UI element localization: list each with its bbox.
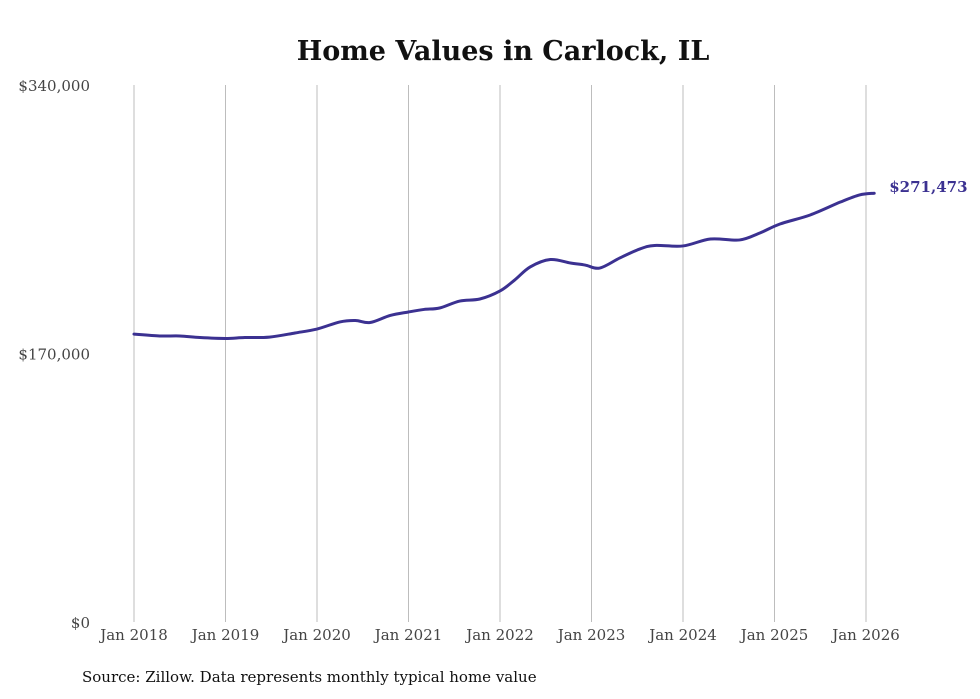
x-tick-label: Jan 2018	[98, 626, 168, 644]
x-tick-label: Jan 2023	[556, 626, 626, 644]
source-note: Source: Zillow. Data represents monthly …	[82, 668, 537, 686]
x-tick-label: Jan 2022	[464, 626, 534, 644]
y-axis: $0 $170,000 $340,000	[18, 77, 90, 632]
y-tick-label: $170,000	[18, 346, 90, 364]
x-tick-label: Jan 2026	[830, 626, 900, 644]
series-line	[132, 191, 876, 340]
y-tick-label: $0	[71, 614, 90, 632]
x-tick-label: Jan 2024	[647, 626, 717, 644]
x-tick-label: Jan 2020	[281, 626, 351, 644]
grid-lines	[133, 85, 867, 622]
chart-title: Home Values in Carlock, IL	[297, 36, 710, 67]
x-tick-label: Jan 2019	[190, 626, 260, 644]
x-tick-label: Jan 2021	[373, 626, 443, 644]
y-tick-label: $340,000	[18, 77, 90, 95]
x-tick-label: Jan 2025	[739, 626, 809, 644]
end-value-label: $271,473	[889, 178, 967, 196]
x-axis: Jan 2018 Jan 2019 Jan 2020 Jan 2021 Jan 2022…	[98, 626, 900, 644]
